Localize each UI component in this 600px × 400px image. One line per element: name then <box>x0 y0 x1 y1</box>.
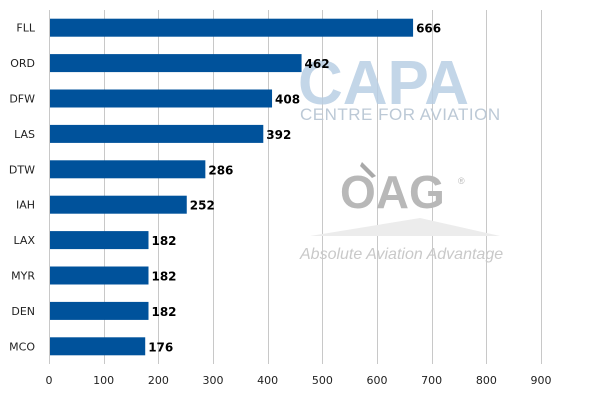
data-label: 286 <box>208 163 233 177</box>
capa-watermark-logo: CAPA <box>298 49 469 118</box>
data-label: 182 <box>151 234 176 248</box>
oag-registered-mark: ® <box>458 176 465 186</box>
x-tick-label: 0 <box>46 374 53 387</box>
bar-myr <box>49 266 149 285</box>
bar-fll <box>49 18 414 37</box>
oag-watermark-tagline: Absolute Aviation Advantage <box>299 246 503 263</box>
x-tick-label: 300 <box>203 374 224 387</box>
data-label: 408 <box>275 93 300 107</box>
category-label: ORD <box>10 57 35 70</box>
x-axis-tick-labels: 0 100 200 300 400 500 600 700 800 900 <box>46 374 552 387</box>
category-label: DFW <box>9 93 35 106</box>
bar-ord <box>49 54 302 73</box>
capa-watermark-subtitle: CENTRE FOR AVIATION <box>300 105 501 124</box>
bar-dfw <box>49 89 273 108</box>
x-tick-label: 600 <box>367 374 388 387</box>
category-label: LAS <box>14 128 35 141</box>
bar-lax <box>49 231 149 250</box>
oag-swoosh-icon <box>360 162 376 178</box>
x-tick-label: 500 <box>312 374 333 387</box>
x-tick-label: 700 <box>421 374 442 387</box>
data-label: 392 <box>266 128 291 142</box>
category-label: DTW <box>9 163 35 176</box>
x-tick-label: 100 <box>93 374 114 387</box>
category-label: FLL <box>16 22 35 35</box>
data-label: 176 <box>148 340 173 354</box>
category-label: MCO <box>9 340 35 353</box>
x-tick-label: 200 <box>148 374 169 387</box>
category-label: IAH <box>16 199 35 212</box>
bar-las <box>49 124 264 143</box>
bar-dtw <box>49 160 206 179</box>
category-labels: FLL ORD DFW LAS DTW IAH LAX MYR DEN MCO <box>9 22 36 354</box>
category-label: LAX <box>14 234 36 247</box>
bar-iah <box>49 195 187 214</box>
x-tick-label: 900 <box>531 374 552 387</box>
oag-watermark-logo: OAG <box>340 166 445 218</box>
oag-wing-icon <box>310 218 500 236</box>
bar-den <box>49 301 149 320</box>
x-tick-label: 800 <box>476 374 497 387</box>
bar-mco <box>49 337 146 356</box>
data-label: 252 <box>190 199 215 213</box>
data-label: 182 <box>151 270 176 284</box>
data-labels: 666 462 408 392 286 252 182 182 182 176 <box>148 22 441 355</box>
x-tick-label: 400 <box>257 374 278 387</box>
data-label: 182 <box>151 305 176 319</box>
data-label: 666 <box>416 22 441 36</box>
watermarks: CAPA CENTRE FOR AVIATION OAG ® Absolute … <box>298 49 503 263</box>
category-label: DEN <box>11 305 35 318</box>
data-label: 462 <box>305 57 330 71</box>
category-label: MYR <box>11 270 35 283</box>
bars <box>49 18 414 356</box>
